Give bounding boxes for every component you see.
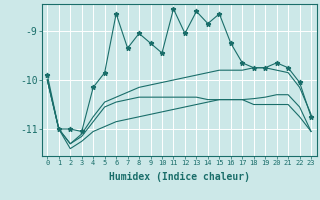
- X-axis label: Humidex (Indice chaleur): Humidex (Indice chaleur): [109, 172, 250, 182]
